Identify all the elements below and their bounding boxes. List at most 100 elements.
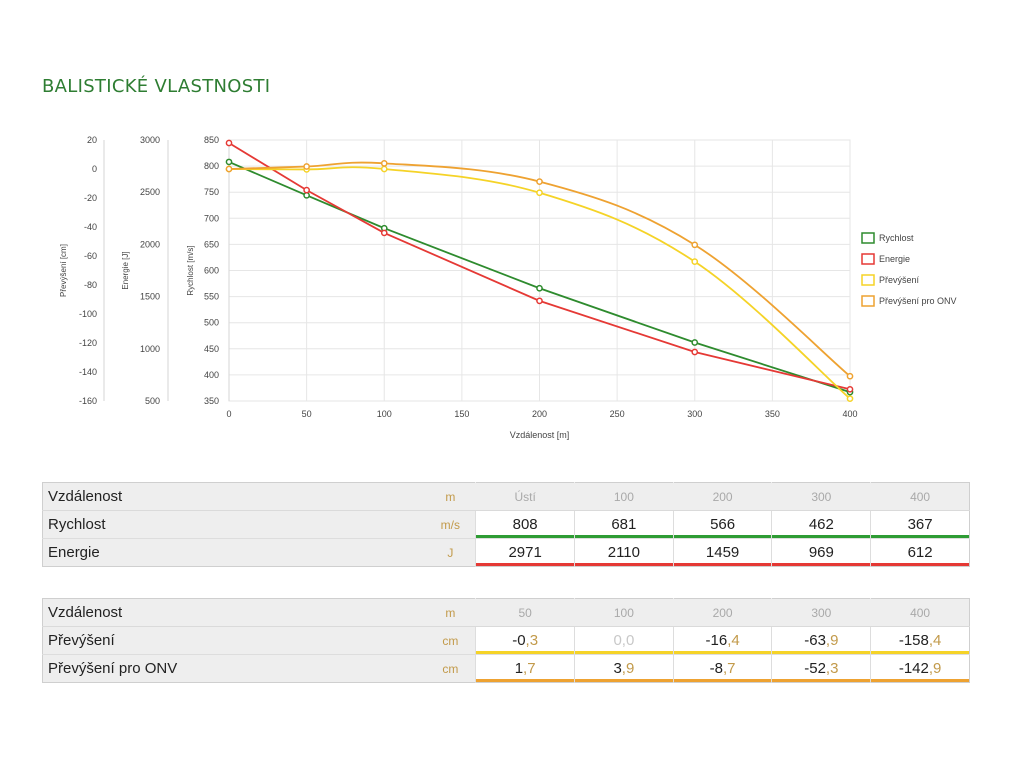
value-cell: 0,0 — [574, 626, 674, 655]
value-cell: -8,7 — [672, 654, 772, 683]
ballistics-table-drop: Vzdálenost m 50 100 200 300 400 Převýšen… — [42, 598, 970, 683]
value-int: 3 — [613, 660, 622, 677]
y-tick-label: 750 — [204, 187, 219, 197]
data-point — [536, 297, 543, 305]
value-fraction: ,3 — [825, 660, 839, 677]
header-distance: 50 — [475, 598, 575, 627]
value-int: 808 — [512, 516, 538, 533]
value-int: -8 — [709, 660, 724, 677]
header-label: Vzdálenost — [42, 598, 426, 627]
legend-label: Rychlost — [879, 233, 914, 243]
value-cell: 1459 — [672, 538, 772, 567]
data-point — [691, 258, 699, 266]
y-tick-label: -80 — [84, 280, 97, 290]
legend-label: Převýšení pro ONV — [879, 296, 957, 306]
value-cell: -158,4 — [870, 626, 970, 655]
data-point — [225, 139, 233, 147]
series-line-energie — [228, 142, 851, 391]
x-tick-label: 350 — [765, 409, 780, 419]
table-row-velocity: Rychlost m/s 808 681 566 462 367 — [42, 510, 970, 539]
row-label: Převýšení — [42, 626, 426, 655]
legend-item[interactable]: Převýšení — [861, 274, 920, 286]
value-cell: -52,3 — [771, 654, 871, 683]
x-tick-label: 50 — [302, 409, 312, 419]
value-cell: 367 — [870, 510, 970, 539]
header-label: Vzdálenost — [42, 482, 426, 511]
row-unit: cm — [442, 661, 459, 676]
value-fraction: ,4 — [727, 632, 740, 649]
legend-item[interactable]: Převýšení pro ONV — [861, 295, 957, 307]
table-header-row: Vzdálenost m 50 100 200 300 400 — [42, 598, 970, 627]
data-point — [691, 339, 699, 346]
row-unit: cm — [425, 626, 476, 655]
table-header-row: Vzdálenost m Ústí 100 200 300 400 — [42, 482, 970, 511]
y-tick-label: 350 — [204, 396, 219, 406]
value-int: 367 — [907, 516, 933, 533]
value-int: -63 — [804, 632, 826, 649]
value-cell: -16,4 — [672, 626, 772, 655]
x-tick-label: 400 — [842, 409, 857, 419]
legend-swatch — [861, 274, 875, 286]
value-cell: 566 — [672, 510, 772, 539]
y-tick-label: 500 — [204, 318, 219, 328]
data-point — [380, 165, 388, 173]
row-label: Převýšení pro ONV — [48, 660, 178, 677]
data-point — [303, 191, 310, 199]
table-row-drop-onv: Převýšení pro ONV cm 1,7 3,9 -8,7 -52,3 … — [43, 654, 970, 683]
y-tick-label: 800 — [204, 161, 219, 171]
value-int: 2971 — [508, 544, 542, 561]
y-tick-label: -100 — [79, 309, 97, 319]
legend-item[interactable]: Energie — [861, 253, 910, 265]
value-int: 462 — [808, 516, 834, 533]
legend-item[interactable]: Rychlost — [861, 232, 914, 244]
y-tick-label: -20 — [84, 193, 97, 203]
data-point — [846, 395, 854, 403]
x-tick-label: 200 — [532, 409, 547, 419]
y-tick-label: 0 — [92, 164, 97, 174]
legend-swatch — [861, 295, 875, 307]
y-tick-label: 2000 — [140, 239, 160, 249]
table-row-drop: Převýšení cm -0,3 0,0 -16,4 -63,9 -158,4 — [42, 626, 970, 655]
y-axis-label: Rychlost [m/s] — [186, 245, 195, 295]
y-tick-label: 700 — [204, 213, 219, 223]
header-distance: 300 — [771, 482, 871, 511]
value-cell: 969 — [771, 538, 871, 567]
chart-legend[interactable]: Rychlost Energie Převýšení Převýšení pro ON… — [861, 232, 957, 307]
table-row-energy: Energie J 2971 2110 1459 969 612 — [43, 538, 970, 567]
value-int: 566 — [710, 516, 736, 533]
data-point — [846, 372, 854, 380]
header-distance: 200 — [672, 598, 772, 627]
ballistics-table-velocity-energy: Vzdálenost m Ústí 100 200 300 400 Rychlo… — [42, 482, 970, 567]
value-fraction: ,7 — [723, 660, 736, 677]
y-tick-label: 1000 — [140, 344, 160, 354]
value-fraction: ,9 — [825, 632, 839, 649]
y-tick-label: -40 — [84, 222, 97, 232]
y-tick-label: -160 — [79, 396, 97, 406]
series-line-rychlost — [228, 161, 851, 393]
value-int: -0 — [512, 632, 526, 649]
value-int: 1 — [514, 660, 524, 677]
value-cell: 462 — [771, 510, 871, 539]
header-unit: m — [425, 482, 476, 511]
data-point — [225, 158, 233, 166]
value-int: 2110 — [607, 544, 640, 561]
row-label: Rychlost — [42, 510, 426, 539]
value-cell: 3,9 — [574, 654, 674, 683]
value-cell: -63,9 — [771, 626, 871, 655]
section-title: BALISTICKÉ VLASTNOSTI — [42, 76, 271, 97]
value-cell: 808 — [475, 510, 575, 539]
header-distance: 100 — [574, 598, 674, 627]
value-int: -52 — [804, 660, 826, 677]
value-fraction: ,7 — [523, 660, 536, 677]
y-tick-label: 3000 — [140, 135, 160, 145]
value-cell: 2971 — [475, 538, 575, 567]
row-label: Energie — [48, 544, 100, 561]
y-tick-label: 400 — [204, 370, 219, 380]
value-fraction: ,3 — [525, 632, 539, 649]
value-fraction: ,4 — [928, 632, 942, 649]
chart-series — [225, 139, 854, 403]
x-tick-label: 100 — [377, 409, 392, 419]
value-int: 1459 — [705, 544, 740, 561]
header-distance: 300 — [771, 598, 871, 627]
